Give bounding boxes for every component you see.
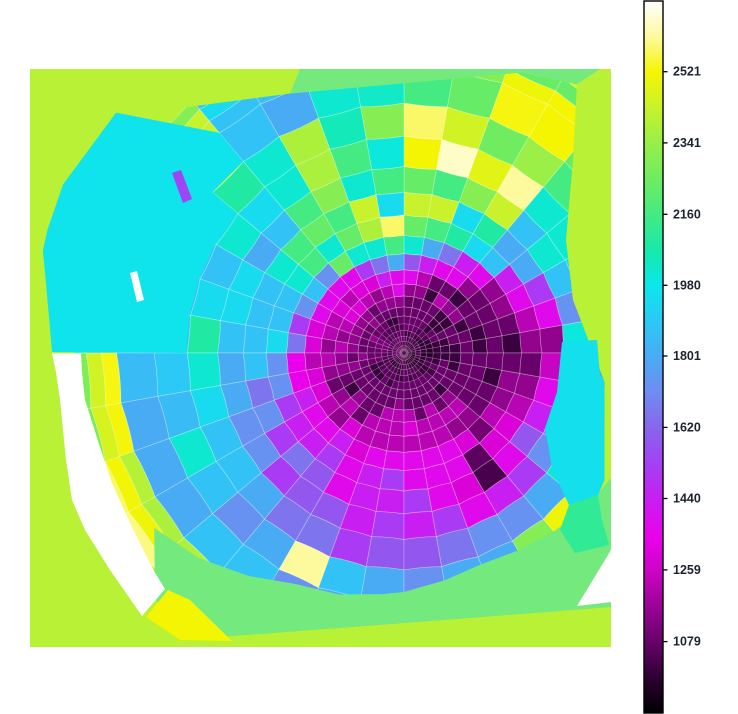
- svg-text:1079: 1079: [673, 635, 701, 649]
- svg-text:1620: 1620: [673, 420, 701, 434]
- svg-text:1259: 1259: [673, 563, 701, 577]
- svg-text:2341: 2341: [673, 136, 701, 150]
- svg-text:1440: 1440: [673, 492, 701, 506]
- svg-text:2521: 2521: [673, 65, 701, 79]
- svg-text:1980: 1980: [673, 278, 701, 292]
- svg-text:1801: 1801: [673, 349, 701, 363]
- svg-text:2160: 2160: [673, 207, 701, 221]
